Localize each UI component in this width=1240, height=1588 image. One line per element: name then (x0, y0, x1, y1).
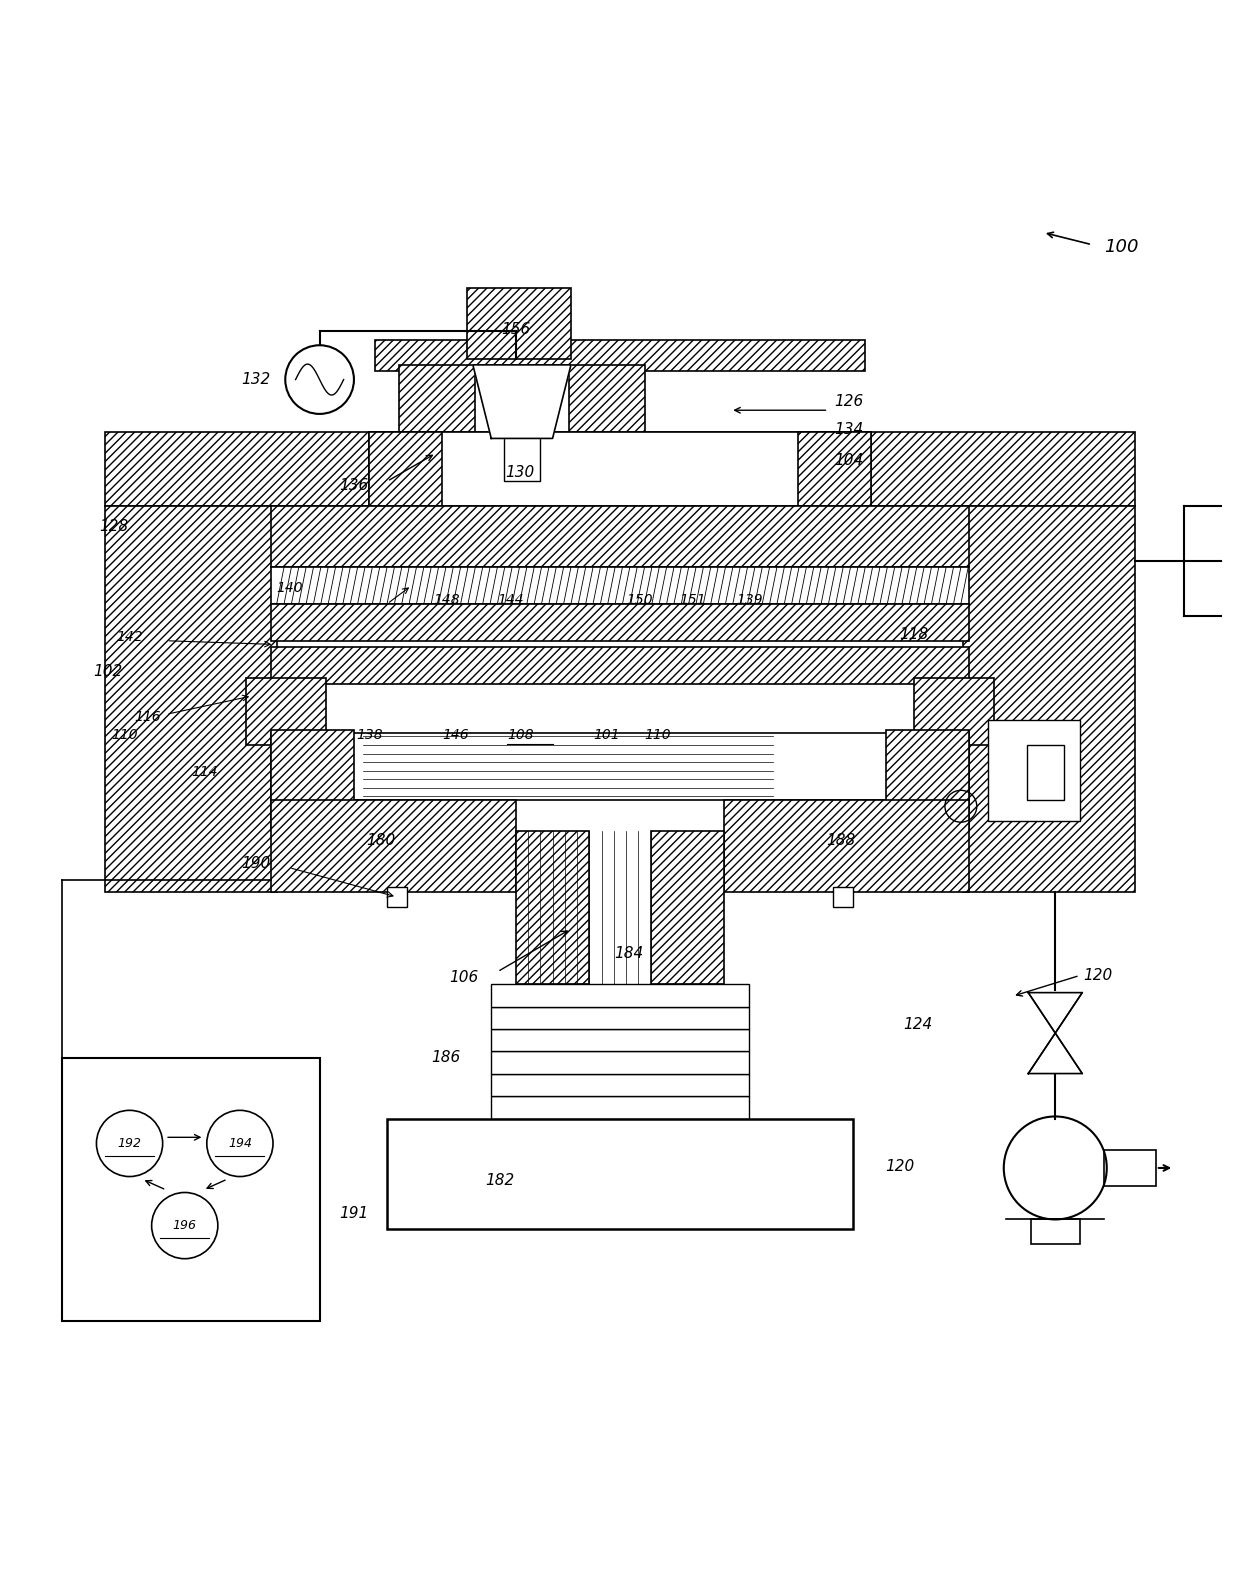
Bar (374, 340, 866, 372)
Polygon shape (1028, 1034, 1083, 1073)
Text: 139: 139 (737, 594, 763, 607)
Text: 140: 140 (277, 581, 304, 596)
Bar (1030, 1220, 1080, 1243)
Text: 146: 146 (443, 729, 469, 742)
Text: 102: 102 (93, 664, 122, 680)
Bar (491, 1096, 749, 1120)
Bar (387, 1120, 853, 1229)
Bar (491, 1029, 749, 1051)
Text: 101: 101 (593, 729, 620, 742)
Bar (833, 888, 853, 907)
Text: 100: 100 (1105, 238, 1138, 256)
Bar (1027, 745, 1064, 800)
Bar (491, 1007, 749, 1029)
Text: 104: 104 (835, 453, 864, 468)
Text: 144: 144 (497, 594, 525, 607)
Text: 194: 194 (228, 1137, 252, 1150)
Bar (270, 800, 516, 892)
Bar (914, 678, 994, 745)
Bar (651, 831, 724, 985)
Text: 132: 132 (242, 372, 270, 387)
Bar (246, 678, 326, 745)
Bar (105, 432, 1135, 507)
Bar (568, 365, 645, 438)
Text: 110: 110 (645, 729, 671, 742)
Text: 106: 106 (450, 970, 479, 986)
Bar (368, 432, 872, 507)
Text: 110: 110 (112, 729, 138, 742)
Bar (270, 646, 970, 684)
Bar (105, 507, 277, 892)
Text: 191: 191 (340, 1205, 368, 1221)
Text: 190: 190 (242, 856, 270, 872)
Text: 134: 134 (835, 422, 864, 437)
Text: 142: 142 (117, 630, 143, 645)
Text: 138: 138 (356, 729, 383, 742)
Bar (399, 365, 475, 438)
Bar (503, 435, 541, 481)
Text: 188: 188 (826, 834, 856, 848)
Bar (270, 507, 970, 567)
Text: 116: 116 (135, 710, 161, 724)
Text: 108: 108 (507, 729, 534, 742)
Bar (387, 888, 407, 907)
Bar (466, 287, 570, 359)
Text: 148: 148 (434, 594, 460, 607)
Text: 120: 120 (1084, 969, 1112, 983)
Bar (368, 432, 443, 507)
Bar (887, 730, 970, 831)
Text: 114: 114 (191, 765, 217, 780)
Bar (270, 730, 353, 831)
Text: 151: 151 (678, 594, 706, 607)
Bar (724, 800, 970, 892)
Bar (516, 831, 589, 985)
Text: 124: 124 (904, 1016, 932, 1032)
Text: 128: 128 (99, 519, 128, 534)
Bar (963, 507, 1135, 892)
Bar (797, 432, 872, 507)
Text: 130: 130 (505, 465, 534, 480)
Text: 184: 184 (614, 946, 644, 961)
Text: 186: 186 (432, 1050, 460, 1066)
Bar (270, 732, 970, 800)
Text: 182: 182 (485, 1172, 515, 1188)
Bar (491, 1073, 749, 1096)
Text: 180: 180 (366, 834, 396, 848)
Bar (1105, 1150, 1156, 1186)
Text: 196: 196 (172, 1220, 197, 1232)
Text: 120: 120 (885, 1159, 914, 1174)
Bar (491, 1051, 749, 1073)
Polygon shape (1028, 992, 1083, 1034)
Text: 192: 192 (118, 1137, 141, 1150)
Text: 150: 150 (626, 594, 652, 607)
Polygon shape (472, 365, 570, 438)
Bar (988, 721, 1080, 821)
Bar (491, 985, 749, 1007)
Text: 126: 126 (835, 394, 864, 410)
Text: 156: 156 (501, 322, 531, 337)
Bar (270, 567, 970, 603)
Text: 118: 118 (899, 627, 929, 642)
Bar (270, 603, 970, 640)
Bar (62, 1058, 320, 1321)
Text: 136: 136 (340, 478, 368, 492)
